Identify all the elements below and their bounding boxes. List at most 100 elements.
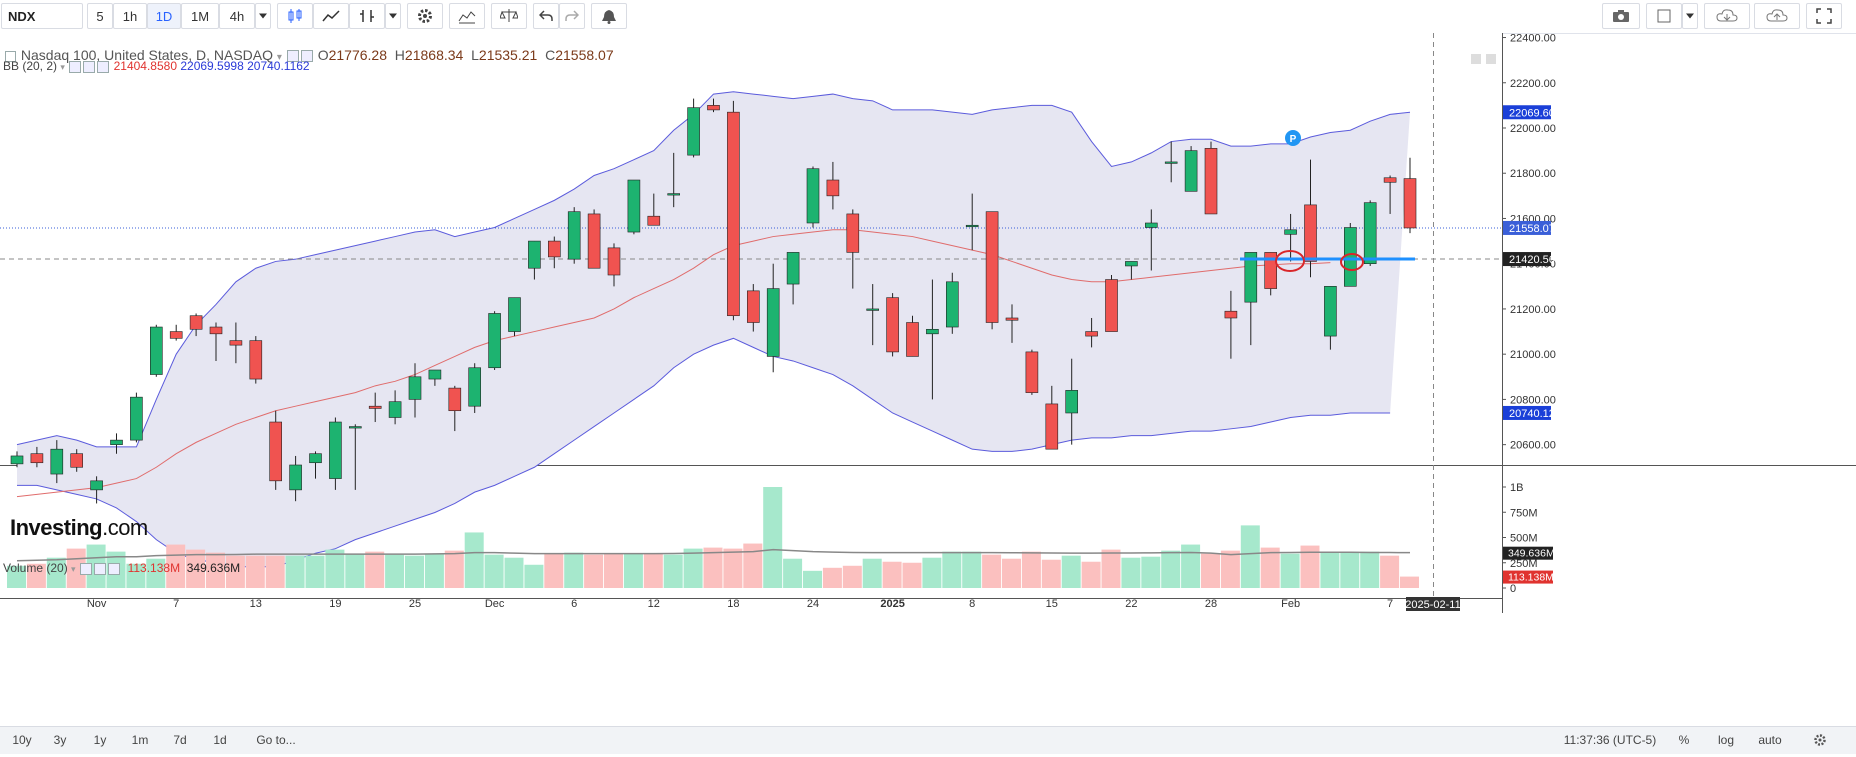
x-tick-label: 13 <box>250 598 262 610</box>
snapshot-button[interactable] <box>1602 3 1640 29</box>
open-label: O <box>317 47 329 63</box>
bb-lower-value: 20740.1162 <box>247 59 310 73</box>
cursor-date-box <box>1406 597 1460 611</box>
close-icon[interactable] <box>97 60 110 73</box>
range-1y-button[interactable]: 1y <box>93 733 107 747</box>
x-tick-label: 7 <box>173 598 179 610</box>
settings-button[interactable] <box>1808 727 1832 754</box>
candle-body <box>209 326 223 335</box>
interval-5-button[interactable]: 5 <box>87 3 113 29</box>
close-icon[interactable] <box>107 562 120 575</box>
auto-toggle[interactable]: auto <box>1758 733 1782 747</box>
investing-logo: Investing.com <box>10 515 148 541</box>
volume-bar <box>1081 561 1101 588</box>
layout-button[interactable] <box>1646 3 1682 29</box>
candle-body <box>1244 252 1258 303</box>
candle-body <box>906 322 919 357</box>
candle-body <box>1224 310 1238 319</box>
indicators-button[interactable] <box>449 3 485 29</box>
price-tick-label: 21000.00 <box>1510 349 1556 361</box>
camera-icon <box>1613 10 1629 22</box>
x-tick-label: Nov <box>87 598 107 610</box>
goto-button[interactable]: Go to... <box>256 733 296 747</box>
x-tick-label: 28 <box>1205 598 1217 610</box>
volume-bar <box>683 548 703 588</box>
undo-button[interactable] <box>533 3 559 29</box>
volume-bar <box>424 553 444 588</box>
settings-icon[interactable] <box>300 50 313 63</box>
interval-1m-button[interactable]: 1M <box>181 3 219 29</box>
candle-body <box>1005 317 1019 321</box>
candle-body <box>408 376 422 400</box>
range-3y-button[interactable]: 3y <box>53 733 67 747</box>
volume-bar <box>663 554 683 588</box>
volume-tick-label: 1B <box>1510 482 1523 494</box>
candle-body <box>1184 150 1198 192</box>
percent-toggle[interactable]: % <box>1678 733 1690 747</box>
alert-button[interactable] <box>591 3 627 29</box>
bb-mid-value: 21404.8580 <box>113 59 177 73</box>
settings-button[interactable] <box>407 3 443 29</box>
settings-icon[interactable] <box>83 60 96 73</box>
range-10y-button[interactable]: 10y <box>12 733 32 747</box>
interval-1h-button[interactable]: 1h <box>113 3 147 29</box>
price-chart[interactable]: P22400.0022200.0022000.0021800.0021600.0… <box>0 33 1856 726</box>
low-label: L <box>471 47 479 63</box>
volume-bar <box>962 551 982 588</box>
volume-bar <box>1220 550 1240 588</box>
chevron-down-icon[interactable]: ▾ <box>60 62 65 72</box>
eye-icon[interactable] <box>69 60 82 73</box>
bars-style-button[interactable] <box>349 3 385 29</box>
chevron-down-icon[interactable]: ▾ <box>71 564 76 574</box>
range-7d-button[interactable]: 7d <box>173 733 187 747</box>
price-label: 22069.60 <box>1509 107 1555 119</box>
fullscreen-button[interactable] <box>1806 3 1842 29</box>
candle-body <box>1383 177 1397 183</box>
chevron-down-icon <box>389 13 397 19</box>
redo-button[interactable] <box>559 3 585 29</box>
symbol-input[interactable]: NDX <box>1 3 83 29</box>
main-legend: Nasdaq 100, United States, D, NASDAQ ▾ O… <box>4 47 614 63</box>
eye-icon[interactable] <box>79 562 92 575</box>
volume-bar <box>842 565 862 588</box>
bars-icon <box>360 10 374 22</box>
candle-body <box>448 387 462 412</box>
collapse-icon[interactable] <box>5 50 16 62</box>
volume-bar <box>464 532 484 588</box>
candle-body <box>1125 261 1138 267</box>
compare-button[interactable] <box>491 3 527 29</box>
range-1d-button[interactable]: 1d <box>213 733 227 747</box>
candles-style-button[interactable] <box>277 3 313 29</box>
cloud-download-icon <box>1716 9 1738 22</box>
candle-body <box>30 453 44 464</box>
range-1m-button[interactable]: 1m <box>131 733 149 747</box>
layout-dropdown-button[interactable] <box>1682 3 1698 29</box>
volume-bar <box>1280 553 1300 588</box>
x-tick-label: Dec <box>485 598 505 610</box>
cloud-load-button[interactable] <box>1704 3 1750 29</box>
open-value: 21776.28 <box>328 47 388 63</box>
candle-body <box>50 448 64 475</box>
price-label-box <box>1503 252 1551 267</box>
chevron-down-icon[interactable]: ▾ <box>276 52 282 63</box>
volume-bar <box>146 558 166 588</box>
eye-icon[interactable] <box>286 50 299 63</box>
interval-4h-button[interactable]: 4h <box>219 3 255 29</box>
candle-body <box>1025 351 1039 393</box>
style-dropdown-button[interactable] <box>385 3 401 29</box>
line-style-button[interactable] <box>313 3 349 29</box>
square-icon <box>1657 9 1671 23</box>
interval-1d-button[interactable]: 1D <box>147 3 181 29</box>
x-tick-label: 7 <box>1387 598 1393 610</box>
volume-bar <box>1400 576 1419 588</box>
volume-bar <box>783 558 803 588</box>
close-label: C <box>545 47 556 63</box>
settings-icon[interactable] <box>93 562 106 575</box>
candle-body <box>90 480 103 491</box>
interval-dropdown-button[interactable] <box>255 3 271 29</box>
event-marker <box>1285 130 1301 146</box>
candle-body <box>169 331 183 339</box>
price-tick-label: 22200.00 <box>1510 78 1556 90</box>
cloud-save-button[interactable] <box>1754 3 1800 29</box>
log-toggle[interactable]: log <box>1717 733 1734 747</box>
